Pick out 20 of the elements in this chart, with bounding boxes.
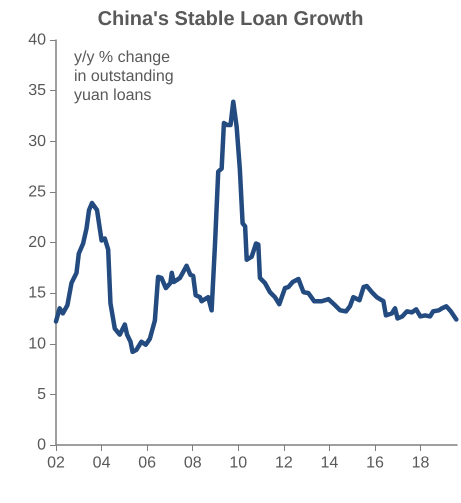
x-tick-label: 10	[229, 454, 248, 472]
chart-title: China's Stable Loan Growth	[98, 8, 364, 30]
y-tick-label: 35	[28, 82, 46, 100]
x-tick-label: 14	[320, 454, 338, 472]
x-tick-label: 08	[184, 454, 202, 472]
x-tick-label: 02	[47, 454, 65, 472]
x-tick-label: 04	[92, 454, 111, 472]
y-tick-label: 5	[37, 386, 46, 403]
y-tick-label: 40	[28, 32, 46, 48]
y-tick-label: 0	[37, 436, 46, 454]
x-tick-label: 16	[366, 454, 384, 472]
x-tick-label: 12	[274, 454, 293, 472]
annotation: y/y % change in outstanding yuan loans	[74, 49, 174, 104]
y-tick-label: 15	[28, 284, 46, 302]
y-tick-label: 30	[28, 132, 46, 150]
y-tick-label: 20	[28, 234, 46, 251]
y-tick-label: 25	[28, 183, 46, 200]
x-tick-label: 06	[138, 454, 156, 472]
x-tick-label: 18	[412, 454, 430, 472]
y-tick-label: 10	[28, 335, 46, 352]
